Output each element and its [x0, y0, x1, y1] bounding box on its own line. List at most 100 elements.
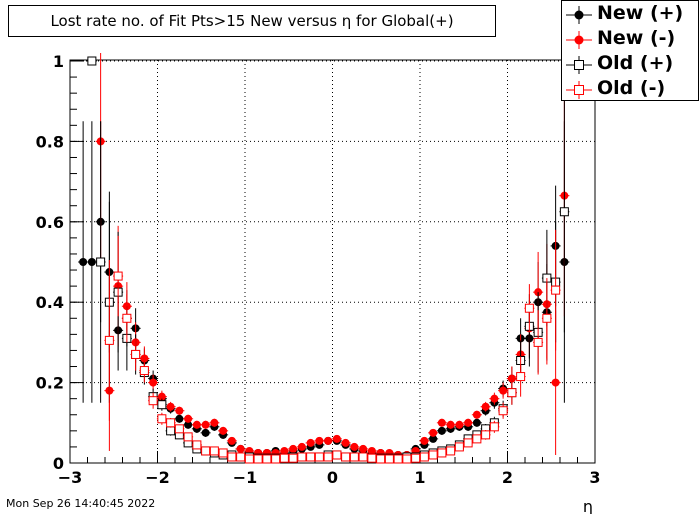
data-point [96, 257, 106, 267]
data-point [454, 442, 464, 452]
data-point [341, 438, 350, 447]
legend-item-new-minus: New (-) [562, 27, 698, 51]
data-point [139, 366, 149, 376]
chart-title: Lost rate no. of Fit Pts>15 New versus η… [8, 5, 496, 37]
data-point [429, 434, 438, 443]
data-point [306, 438, 315, 447]
data-point [174, 424, 184, 434]
y-tick-label: 0 [53, 454, 64, 473]
data-point [236, 452, 246, 462]
data-point [551, 378, 560, 387]
data-point [446, 446, 456, 456]
x-axis-label: η [583, 497, 593, 514]
data-point [166, 426, 176, 436]
x-tick-label: 1 [414, 468, 425, 487]
data-point [551, 285, 561, 295]
data-point [192, 440, 202, 450]
data-point [149, 378, 158, 387]
data-point [420, 436, 429, 445]
data-point [253, 454, 263, 464]
data-point [244, 454, 254, 464]
legend-label: New (-) [597, 27, 676, 49]
data-point [472, 418, 481, 427]
data-point [175, 406, 184, 415]
data-point [279, 453, 289, 463]
data-point [489, 422, 499, 432]
data-point [350, 442, 359, 451]
x-tick-label: 0 [327, 468, 338, 487]
data-point [201, 428, 210, 437]
data-point [288, 453, 298, 463]
data-point [437, 448, 447, 458]
data-point [297, 452, 307, 462]
axes: −3 −2 −1 0 1 2 3 0 0.2 0.4 0.6 0.8 1 [36, 52, 601, 487]
data-point [148, 396, 158, 406]
data-point [297, 442, 306, 451]
data-point [122, 313, 132, 323]
y-tick-label: 0.4 [36, 293, 64, 312]
data-marks [78, 52, 570, 464]
y-tick-label: 0.2 [36, 374, 64, 393]
data-point [341, 452, 351, 462]
data-point [79, 258, 88, 266]
data-point [376, 454, 386, 464]
data-point [524, 303, 534, 313]
x-tick-label: −1 [233, 468, 258, 487]
data-point [210, 418, 219, 427]
legend: New (+) New (-) Old (+) Old (-) [561, 0, 699, 101]
data-point [507, 388, 517, 398]
data-point [419, 452, 429, 462]
data-point [428, 450, 438, 460]
legend-item-old-plus: Old (+) [562, 52, 698, 76]
data-point [104, 335, 114, 345]
data-point [280, 446, 289, 455]
data-point [157, 392, 166, 401]
data-point [332, 434, 341, 443]
data-point [446, 420, 455, 429]
data-point [131, 349, 141, 359]
data-point [393, 454, 403, 464]
data-point [384, 454, 394, 464]
data-point [324, 436, 333, 445]
data-point [166, 418, 176, 428]
data-point [184, 420, 193, 429]
y-tick-label: 1 [53, 52, 64, 71]
data-point [192, 420, 201, 429]
y-tick-label: 0.6 [36, 213, 64, 232]
data-point [437, 418, 446, 427]
legend-label: Old (-) [597, 77, 666, 99]
legend-label: New (+) [597, 2, 684, 24]
data-point [219, 426, 228, 435]
timestamp: Mon Sep 26 14:40:45 2022 [6, 497, 156, 510]
data-point [218, 448, 228, 458]
data-point [499, 386, 508, 395]
legend-item-new-plus: New (+) [562, 2, 698, 26]
data-point [314, 452, 324, 462]
data-point [262, 454, 272, 464]
data-point [481, 402, 490, 411]
data-point [472, 434, 482, 444]
data-point [464, 418, 473, 427]
data-point [437, 426, 446, 435]
data-point [166, 402, 175, 411]
data-point [227, 436, 236, 445]
data-point [367, 446, 376, 455]
data-point [507, 374, 516, 383]
data-point [289, 444, 298, 453]
data-point [411, 453, 421, 463]
data-point [367, 453, 377, 463]
data-point [490, 394, 499, 403]
data-point [315, 436, 324, 445]
data-point [559, 207, 569, 217]
data-point [402, 454, 412, 464]
x-tick-label: −2 [145, 468, 170, 487]
data-point [542, 313, 552, 323]
data-point [175, 414, 184, 423]
data-point [455, 420, 464, 429]
data-point [209, 446, 219, 456]
data-point [87, 258, 96, 266]
data-point [306, 452, 316, 462]
chart-title-text: Lost rate no. of Fit Pts>15 New versus η… [50, 12, 454, 30]
y-tick-label: 0.8 [36, 132, 64, 151]
data-point [463, 438, 473, 448]
